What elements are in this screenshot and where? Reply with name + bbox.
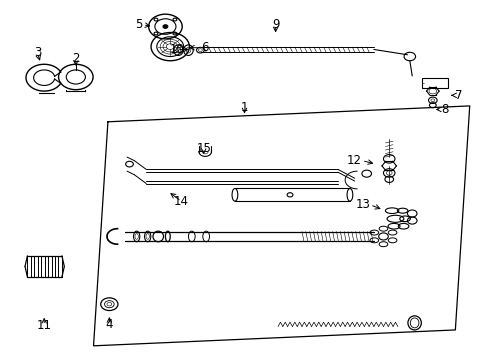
Text: 8: 8	[440, 103, 447, 116]
Circle shape	[163, 25, 167, 28]
Text: 7: 7	[454, 89, 462, 102]
Bar	[421, 78, 447, 87]
Text: 12: 12	[346, 154, 361, 167]
Text: 14: 14	[173, 195, 188, 208]
Text: 5: 5	[135, 18, 142, 31]
Text: 13: 13	[354, 198, 369, 211]
Text: 2: 2	[72, 52, 80, 65]
Text: 10: 10	[170, 43, 184, 56]
Text: 4: 4	[105, 318, 113, 331]
Text: 3: 3	[34, 46, 41, 59]
Text: 6: 6	[201, 41, 208, 54]
Text: 1: 1	[240, 101, 248, 114]
Text: 15: 15	[196, 142, 211, 155]
Text: 11: 11	[37, 319, 52, 332]
Text: 9: 9	[271, 18, 279, 31]
